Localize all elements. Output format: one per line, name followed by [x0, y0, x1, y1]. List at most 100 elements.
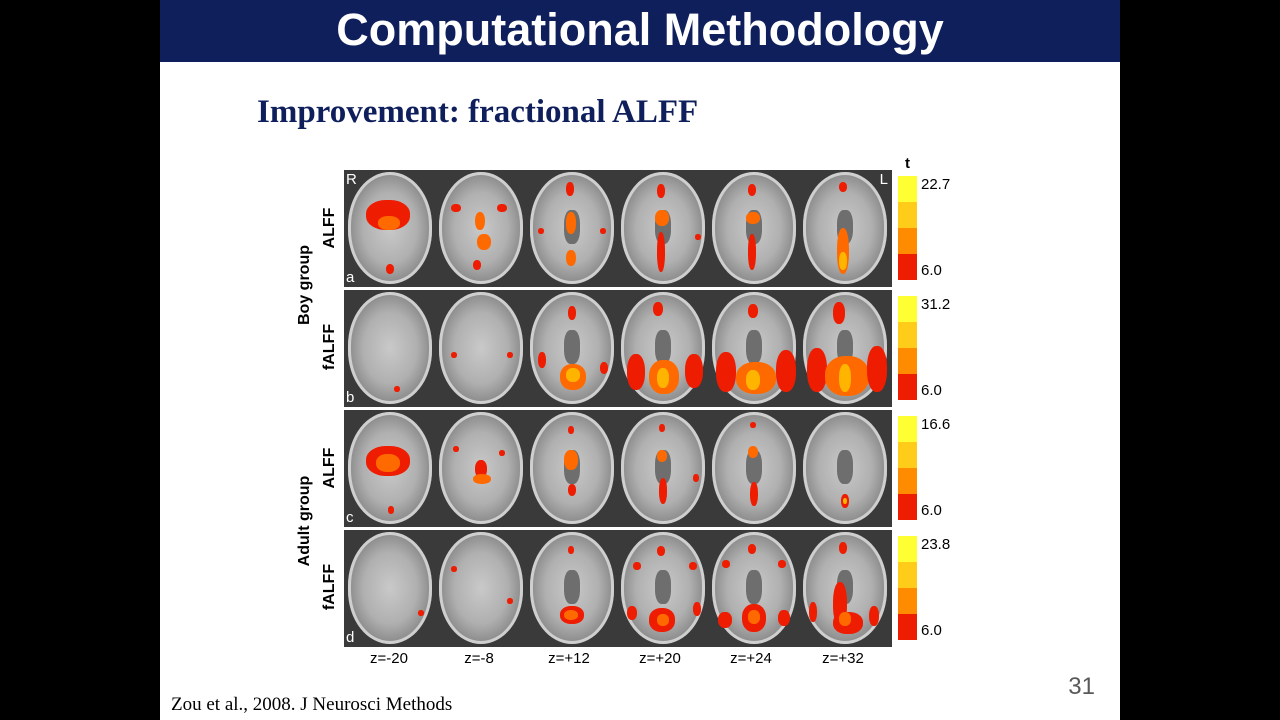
activation-blob	[695, 234, 701, 240]
brain-slice-image	[530, 412, 614, 524]
slide-subtitle: Improvement: fractional ALFF	[257, 94, 699, 130]
brain-slice-image	[530, 292, 614, 404]
activation-blob	[778, 610, 790, 626]
activation-blob	[657, 450, 667, 462]
activation-blob	[475, 212, 485, 230]
activation-blob	[497, 204, 507, 212]
colorbar	[898, 536, 917, 640]
colorbar-min-label: 6.0	[921, 382, 942, 399]
brain-slice-image	[348, 532, 432, 644]
orientation-left-label: L	[879, 171, 888, 188]
brain-slice-image	[439, 172, 523, 284]
ventricle-shape	[655, 330, 671, 364]
activation-blob	[748, 234, 756, 270]
colorbar-segment	[898, 494, 917, 520]
ventricle-shape	[655, 570, 671, 604]
colorbar	[898, 416, 917, 520]
brain-panel-row: c	[344, 410, 892, 527]
activation-blob	[776, 350, 796, 392]
activation-blob	[538, 228, 544, 234]
brain-slice-image	[712, 412, 796, 524]
colorbar-segment	[898, 468, 917, 494]
colorbar-segment	[898, 228, 917, 254]
colorbar-segment	[898, 416, 917, 442]
brain-slice-image	[348, 412, 432, 524]
activation-blob	[475, 460, 487, 478]
activation-blob	[566, 182, 574, 196]
ventricle-shape	[746, 450, 762, 484]
brain-panel-row: d	[344, 530, 892, 647]
colorbar-segment	[898, 296, 917, 322]
brain-slice-image	[439, 292, 523, 404]
colorbar	[898, 176, 917, 280]
activation-blob	[778, 560, 786, 568]
group-label-adult: Adult group	[296, 475, 313, 567]
activation-blob	[600, 362, 608, 374]
colorbar-min-label: 6.0	[921, 262, 942, 279]
activation-blob	[748, 184, 756, 196]
activation-blob	[507, 352, 513, 358]
activation-blob	[746, 370, 760, 390]
colorbar-max-label: 31.2	[921, 296, 951, 313]
brain-slice-image	[803, 172, 887, 284]
brain-slice-image	[803, 412, 887, 524]
ventricle-shape	[564, 330, 580, 364]
activation-blob	[748, 446, 758, 458]
activation-blob	[538, 352, 546, 368]
brain-slice-image	[621, 292, 705, 404]
activation-blob	[627, 354, 645, 390]
brain-slice-image	[348, 292, 432, 404]
colorbar-segment	[898, 374, 917, 400]
activation-blob	[748, 610, 760, 624]
colorbar-segment	[898, 562, 917, 588]
activation-blob	[564, 450, 578, 470]
activation-blob	[473, 260, 481, 270]
panel-letter: a	[346, 269, 355, 286]
ventricle-shape	[746, 330, 762, 364]
colorbar-title: t	[905, 155, 910, 172]
activation-blob	[657, 614, 669, 626]
citation: Zou et al., 2008. J Neurosci Methods	[171, 694, 453, 715]
colorbar-segment	[898, 176, 917, 202]
measure-label-a: ALFF	[321, 207, 338, 249]
ventricle-shape	[837, 450, 853, 484]
activation-blob	[843, 498, 847, 504]
page-number: 31	[1068, 673, 1095, 700]
activation-blob	[473, 474, 491, 484]
colorbar-segment	[898, 322, 917, 348]
activation-blob	[568, 426, 574, 434]
activation-blob	[451, 566, 457, 572]
activation-blob	[657, 368, 669, 388]
colorbar-min-label: 6.0	[921, 622, 942, 639]
activation-blob	[750, 422, 756, 428]
activation-blob	[653, 302, 663, 316]
brain-slice-image	[348, 172, 432, 284]
brain-panel-row: a R L	[344, 170, 892, 287]
activation-blob	[748, 544, 756, 554]
brain-slice-image	[530, 172, 614, 284]
brain-slice-image	[712, 172, 796, 284]
activation-blob	[657, 232, 665, 272]
activation-blob	[659, 424, 665, 432]
activation-blob	[689, 562, 697, 570]
activation-blob	[451, 352, 457, 358]
activation-blob	[722, 560, 730, 568]
activation-blob	[867, 346, 887, 392]
activation-blob	[748, 304, 758, 318]
activation-blob	[566, 212, 576, 234]
slice-label: z=-20	[370, 650, 408, 667]
colorbar-max-label: 22.7	[921, 176, 951, 193]
activation-blob	[693, 602, 701, 616]
activation-blob	[566, 250, 576, 266]
colorbar-segment	[898, 536, 917, 562]
slice-label: z=+32	[822, 650, 864, 667]
activation-blob	[564, 610, 578, 620]
activation-blob	[376, 454, 400, 472]
activation-blob	[657, 546, 665, 556]
brain-panel-row: b	[344, 290, 892, 407]
ventricle-shape	[837, 330, 853, 364]
brain-slice-image	[712, 292, 796, 404]
activation-blob	[633, 562, 641, 570]
activation-blob	[378, 216, 400, 230]
ventricle-shape	[746, 570, 762, 604]
